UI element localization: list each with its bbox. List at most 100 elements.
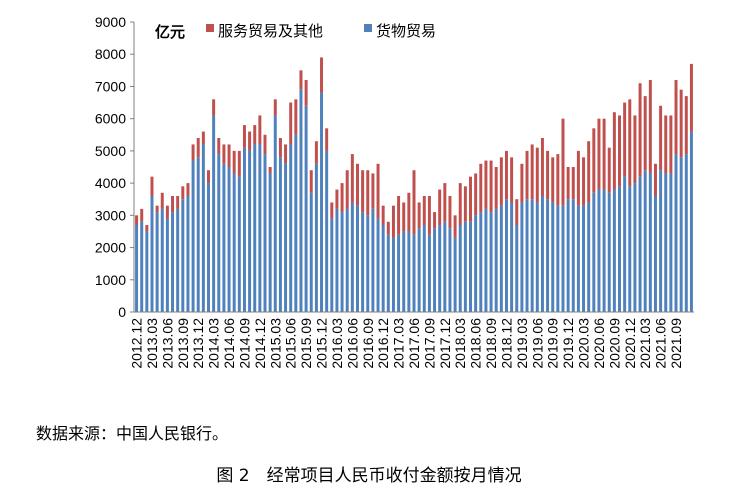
bar-goods-30 [289,144,293,312]
bar-services-64 [463,186,467,222]
bar-goods-93 [612,189,616,312]
bar-goods-57 [427,234,431,312]
y-tick-label: 4000 [95,175,126,191]
bar-services-83 [561,118,565,206]
bar-services-97 [633,115,637,184]
bar-goods-0 [135,225,139,312]
bar-goods-68 [484,208,488,312]
bar-goods-43 [356,205,359,312]
bar-goods-59 [438,225,442,312]
bar-services-7 [171,196,175,213]
bar-goods-92 [607,192,611,312]
bar-services-18 [227,144,231,167]
x-tick-label: 2018.12 [499,318,515,369]
x-tick-label: 2021.06 [653,318,669,369]
legend-label-goods: 货物贸易 [376,22,436,40]
bar-goods-39 [335,208,339,312]
bar-services-65 [469,176,472,222]
bar-services-39 [335,189,339,209]
bar-services-48 [381,205,385,225]
bar-services-12 [196,138,200,158]
bar-goods-37 [325,150,329,312]
bar-goods-98 [638,176,642,312]
x-tick-label: 2020.03 [576,318,592,369]
x-tick-label: 2017.09 [421,318,437,369]
bar-goods-54 [412,234,416,312]
bar-goods-44 [361,212,365,312]
bar-services-8 [176,196,180,209]
bar-services-78 [535,147,539,203]
bar-services-27 [273,99,277,116]
bar-services-14 [207,170,210,184]
bar-services-66 [474,173,478,216]
bar-goods-79 [540,196,544,312]
bar-services-99 [643,96,647,171]
x-tick-label: 2014.06 [221,318,237,369]
bar-goods-60 [443,221,447,312]
bar-services-16 [217,138,221,155]
x-tick-label: 2020.09 [606,318,622,369]
bar-goods-83 [561,205,565,312]
bar-services-19 [232,150,236,174]
bar-goods-77 [530,199,534,312]
bar-goods-24 [258,144,262,312]
bar-goods-70 [494,208,498,312]
bar-goods-100 [648,173,652,312]
figure-caption: 图 2 经常项目人民币收付金额按月情况 [216,466,522,486]
bar-services-92 [607,147,611,193]
bar-services-47 [376,163,380,219]
bar-goods-73 [510,202,514,312]
bar-goods-103 [664,173,668,312]
bar-services-21 [242,125,246,148]
bar-services-37 [325,128,329,151]
bar-services-95 [623,102,627,177]
bar-services-3 [150,176,154,196]
bar-goods-15 [212,115,216,312]
bar-services-52 [402,202,406,232]
bar-goods-96 [628,186,632,312]
bar-services-54 [412,170,416,235]
bar-services-34 [309,170,313,193]
y-tick-label: 8000 [95,46,126,62]
x-tick-label: 2020.06 [591,318,607,369]
bar-goods-35 [314,163,318,312]
bar-services-89 [592,128,596,193]
bar-goods-36 [320,92,324,312]
bar-services-96 [628,99,632,187]
bar-services-10 [186,183,190,196]
bar-services-102 [659,105,663,171]
plot-area [135,57,693,312]
bar-services-76 [525,150,529,200]
bar-goods-101 [653,196,657,312]
x-tick-label: 2013.12 [190,318,206,369]
bar-goods-107 [684,154,688,312]
bar-goods-29 [284,163,288,312]
bar-goods-3 [150,196,154,312]
x-tick-label: 2019.06 [529,318,545,369]
bar-goods-6 [165,218,169,312]
bar-goods-84 [566,199,570,312]
x-tick-label: 2015.09 [298,318,314,369]
bar-goods-18 [227,167,231,312]
source-note: 数据来源：中国人民银行。 [36,424,229,443]
bar-services-5 [160,192,164,209]
bar-goods-25 [263,154,267,312]
bar-goods-21 [242,147,246,312]
bar-services-40 [340,183,344,213]
legend-swatch-goods [364,24,372,32]
y-tick-label: 5000 [95,143,126,159]
legend: 亿元 服务贸易及其他 货物贸易 [155,22,436,41]
bar-goods-5 [160,208,164,312]
bar-services-35 [314,141,318,164]
bar-services-33 [304,80,308,106]
bar-services-74 [515,199,519,225]
x-tick-label: 2021.09 [668,318,684,369]
bar-services-105 [674,80,678,155]
bar-services-94 [618,115,621,187]
x-tick-label: 2016.09 [360,318,376,369]
bar-services-1 [140,208,144,222]
bar-goods-67 [479,212,483,312]
x-tick-label: 2017.03 [391,318,407,369]
bar-goods-85 [571,199,575,312]
bar-services-60 [443,183,447,222]
